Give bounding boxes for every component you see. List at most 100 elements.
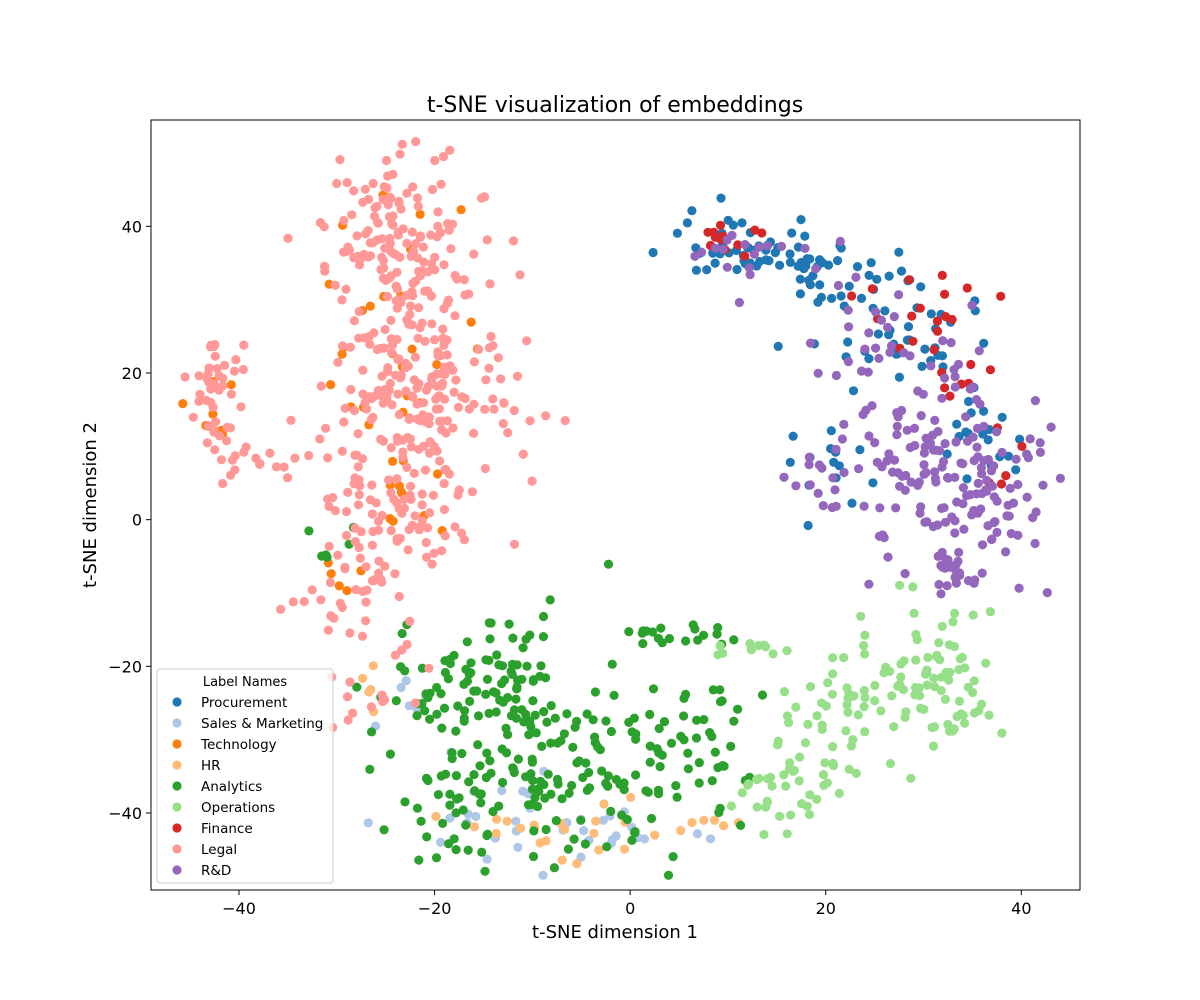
point-r-d [800,243,810,253]
point-analytics [511,694,521,704]
y-axis-ticks: −40 −20 0 20 40 [108,217,151,823]
point-legal [482,235,492,245]
point-analytics [717,696,727,706]
point-analytics [457,748,467,759]
point-r-d [805,338,816,348]
point-legal [401,386,411,396]
point-legal [409,468,419,478]
point-r-d [839,467,849,478]
point-r-d [977,469,987,479]
point-operations [968,687,978,698]
point-legal [276,604,286,615]
point-legal [448,423,458,433]
point-procurement [716,193,726,203]
point-procurement [844,281,854,291]
point-legal [220,360,230,370]
point-analytics [683,764,694,774]
point-analytics [317,551,327,561]
point-legal [480,404,490,414]
point-analytics [509,705,519,715]
point-technology [466,317,476,327]
point-r-d [977,540,988,550]
point-procurement [864,354,874,364]
point-r-d [690,251,700,261]
point-legal [231,355,241,365]
point-legal [411,137,421,147]
point-legal [354,306,364,317]
legend-marker-hr [172,760,182,770]
point-legal [374,556,384,566]
point-analytics [432,709,442,719]
point-r-d [989,461,999,471]
point-legal [406,481,416,491]
point-finance [904,275,914,285]
y-tick-label: −40 [108,804,142,823]
point-r-d [915,508,925,518]
point-analytics [469,686,479,696]
point-legal [358,365,368,375]
chart-title: t-SNE visualization of embeddings [427,93,803,118]
point-operations [859,640,869,651]
point-operations [969,676,979,686]
point-analytics [486,768,496,778]
point-operations [934,638,944,648]
point-analytics [444,839,454,849]
point-legal [210,351,220,361]
point-operations [900,712,910,723]
point-operations [812,794,822,804]
point-legal [435,456,445,466]
point-legal [361,597,371,607]
legend-marker-technology [172,739,182,749]
point-analytics [538,632,549,642]
point-legal [508,236,519,246]
point-legal [439,362,449,372]
point-hr [699,815,709,825]
point-legal [392,534,402,544]
point-legal [382,291,392,302]
point-operations [823,678,833,688]
point-legal [392,303,402,313]
point-legal [498,419,508,429]
point-operations [954,665,964,675]
point-r-d [971,489,982,499]
x-tick-label: 40 [1011,899,1031,918]
point-legal [307,585,317,595]
point-sales-marketing [471,811,481,822]
point-operations [818,770,829,780]
point-analytics [567,780,577,791]
point-operations [859,685,869,696]
point-legal [460,290,470,300]
point-r-d [1011,454,1021,464]
point-legal [440,531,450,541]
point-procurement [880,306,890,316]
point-technology [432,469,443,479]
point-r-d [951,578,962,588]
point-r-d [937,547,947,558]
plot-frame [150,119,1081,891]
point-r-d [937,393,947,403]
point-legal [339,215,349,226]
point-legal [337,295,347,305]
point-finance [907,311,917,321]
point-r-d [894,290,904,300]
point-legal [385,378,395,389]
point-analytics [559,729,570,739]
point-analytics [458,805,468,815]
point-operations [805,682,816,692]
point-legal [384,475,394,485]
point-operations [828,669,838,679]
point-procurement [737,218,747,228]
point-legal [290,453,300,463]
point-legal [368,178,378,189]
point-legal [518,449,528,459]
point-r-d [987,481,998,491]
legend-label-legal: Legal [201,842,237,858]
point-analytics [432,682,442,693]
point-analytics [440,769,451,779]
point-r-d [909,423,920,433]
point-r-d [916,411,926,421]
point-legal [386,526,396,536]
point-r-d [877,462,887,472]
point-legal [335,155,345,165]
